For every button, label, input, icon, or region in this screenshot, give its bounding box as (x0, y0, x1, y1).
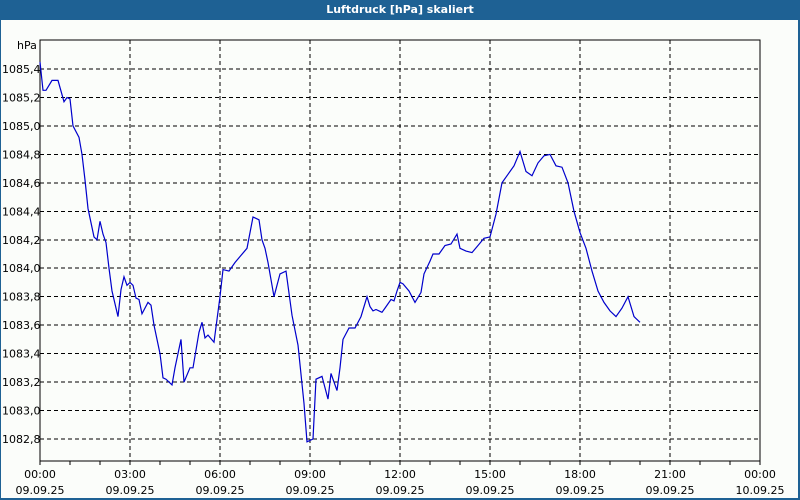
y-tick-label: 1085,0 (2, 120, 41, 133)
y-tick-label: 1084,2 (2, 234, 41, 247)
x-tick-date: 09.09.25 (556, 484, 605, 497)
x-tick-time: 09:00 (294, 468, 326, 481)
plot-frame (39, 39, 761, 462)
x-tick-time: 00:00 (24, 468, 56, 481)
window-title: Luftdruck [hPa] skaliert (326, 3, 474, 16)
y-tick-label: 1082,8 (2, 433, 41, 446)
x-tick-time: 15:00 (474, 468, 506, 481)
y-tick-label: 1084,0 (2, 262, 41, 275)
y-tick-label: 1084,4 (2, 205, 41, 218)
x-tick-date: 09.09.25 (466, 484, 515, 497)
x-tick-date: 09.09.25 (196, 484, 245, 497)
y-tick-label: 1084,8 (2, 148, 41, 161)
x-tick-date: 09.09.25 (16, 484, 65, 497)
x-tick-time: 18:00 (564, 468, 596, 481)
y-tick-label: 1083,4 (2, 348, 41, 361)
x-tick-date: 09.09.25 (286, 484, 335, 497)
x-tick-date: 09.09.25 (646, 484, 695, 497)
y-tick-label: 1083,8 (2, 291, 41, 304)
y-tick-label: 1084,6 (2, 177, 41, 190)
y-tick-label: 1083,2 (2, 376, 41, 389)
x-tick-date: 09.09.25 (376, 484, 425, 497)
x-tick-time: 03:00 (114, 468, 146, 481)
y-tick-label: 1083,0 (2, 405, 41, 418)
x-tick-time: 06:00 (204, 468, 236, 481)
pressure-series-line (39, 61, 641, 443)
y-tick-label: 1083,6 (2, 319, 41, 332)
x-tick-time: 12:00 (384, 468, 416, 481)
x-tick-date: 10.09.25 (736, 484, 785, 497)
y-tick-label: 1085,2 (2, 91, 41, 104)
x-tick-time: 00:00 (744, 468, 776, 481)
x-tick-date: 09.09.25 (106, 484, 155, 497)
y-tick-label: 1085,4 (2, 63, 41, 76)
y-axis-unit: hPa (17, 39, 37, 52)
x-tick-time: 21:00 (654, 468, 686, 481)
